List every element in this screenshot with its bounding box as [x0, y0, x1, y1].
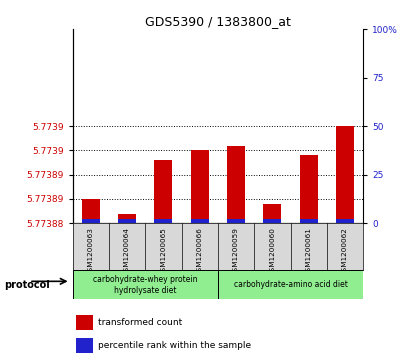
Bar	[190, 219, 209, 223]
Text: GSM1200064: GSM1200064	[124, 227, 130, 276]
Text: GSM1200059: GSM1200059	[233, 227, 239, 276]
Bar	[300, 219, 318, 223]
Bar	[336, 219, 354, 223]
Bar	[154, 219, 173, 223]
Bar	[263, 219, 281, 223]
Bar	[227, 219, 245, 223]
Bar	[118, 219, 136, 223]
Bar	[82, 219, 100, 223]
Text: GSM1200063: GSM1200063	[88, 227, 94, 276]
Bar	[76, 338, 93, 353]
Bar	[118, 213, 136, 223]
Text: GSM1200061: GSM1200061	[306, 227, 312, 276]
Bar	[336, 126, 354, 223]
Text: carbohydrate-amino acid diet: carbohydrate-amino acid diet	[234, 281, 347, 289]
Text: GSM1200066: GSM1200066	[197, 227, 203, 276]
Bar	[190, 150, 209, 223]
Title: GDS5390 / 1383800_at: GDS5390 / 1383800_at	[145, 15, 291, 28]
Bar	[227, 146, 245, 223]
Bar	[263, 204, 281, 223]
Text: protocol: protocol	[4, 280, 50, 290]
Text: GSM1200065: GSM1200065	[161, 227, 166, 276]
Text: carbohydrate-whey protein
hydrolysate diet: carbohydrate-whey protein hydrolysate di…	[93, 275, 198, 295]
Bar	[76, 315, 93, 330]
Bar	[218, 270, 363, 299]
Bar	[154, 160, 173, 223]
Bar	[82, 199, 100, 223]
Text: transformed count: transformed count	[98, 318, 182, 327]
Bar	[300, 155, 318, 223]
Text: GSM1200062: GSM1200062	[342, 227, 348, 276]
Text: percentile rank within the sample: percentile rank within the sample	[98, 341, 251, 350]
Bar	[73, 270, 218, 299]
Text: GSM1200060: GSM1200060	[269, 227, 275, 276]
